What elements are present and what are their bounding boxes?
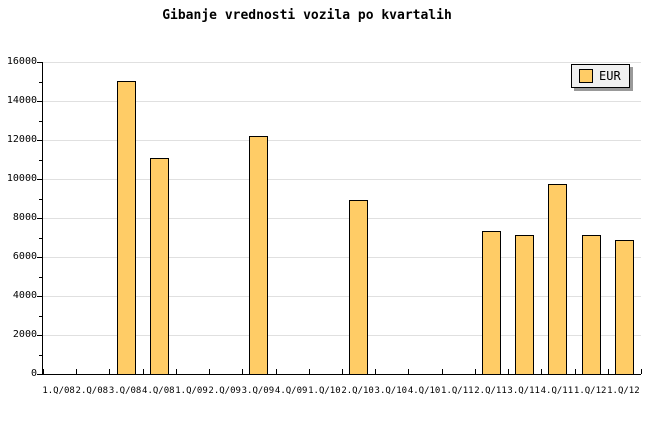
bar-3.Q/11 xyxy=(515,234,535,374)
x-tick-label: 4.Q/10 xyxy=(407,386,441,396)
x-tick-label: 3.Q/11 xyxy=(507,386,540,396)
chart-title: Gibanje vrednosti vozila po kvartalih xyxy=(162,8,452,23)
x-axis-tick xyxy=(408,369,409,374)
gridline xyxy=(43,62,641,63)
y-axis-tick xyxy=(37,335,42,336)
gridline xyxy=(43,296,641,297)
legend-swatch-icon xyxy=(579,69,593,83)
x-tick-label: 2.Q/10 xyxy=(341,386,374,396)
y-axis-minor-tick xyxy=(39,198,42,200)
x-axis-tick xyxy=(109,369,110,374)
x-axis-tick xyxy=(442,369,443,374)
x-axis-tick xyxy=(76,369,77,374)
y-axis-minor-tick xyxy=(39,237,42,239)
gridline xyxy=(43,218,641,219)
x-tick-label: 3.Q/08 xyxy=(108,386,142,396)
plot-area xyxy=(37,62,642,375)
x-axis-tick xyxy=(43,369,44,374)
x-axis-tick xyxy=(541,369,542,374)
x-axis-tick xyxy=(475,369,476,374)
y-axis-minor-tick xyxy=(39,315,42,317)
y-axis-minor-tick xyxy=(39,354,42,356)
legend: EUR xyxy=(571,64,630,88)
x-axis-tick xyxy=(309,369,310,374)
x-axis-tick xyxy=(342,369,343,374)
x-tick-label: 4.Q/09 xyxy=(274,386,308,396)
x-axis-tick xyxy=(209,369,210,374)
x-axis-tick xyxy=(508,369,509,374)
gridline xyxy=(43,140,641,141)
bar-2.Q/11 xyxy=(482,230,501,374)
x-axis-tick xyxy=(276,369,277,374)
y-axis-tick xyxy=(37,62,42,63)
y-tick-label: 6000 xyxy=(12,251,37,262)
x-tick-label: 2.Q/11 xyxy=(474,386,507,396)
bar-3.Q/09 xyxy=(249,136,269,374)
y-axis-tick xyxy=(37,140,42,141)
x-tick-label: 4.Q/11 xyxy=(540,386,574,396)
y-tick-label: 14000 xyxy=(6,95,37,106)
y-axis-tick xyxy=(37,218,42,219)
y-axis-tick xyxy=(37,257,42,258)
y-axis-minor-tick xyxy=(39,120,42,122)
y-tick-label: 0 xyxy=(30,368,37,379)
x-tick-label: 2.Q/08 xyxy=(75,386,109,396)
y-axis-tick xyxy=(37,179,42,180)
x-tick-label: 1.Q/10 xyxy=(308,386,341,396)
x-tick-label: 2.Q/09 xyxy=(208,386,241,396)
x-axis-tick xyxy=(143,369,144,374)
x-tick-label: 3.Q/10 xyxy=(374,386,408,396)
bar-1.Q/12 xyxy=(581,234,601,374)
x-axis-tick xyxy=(375,369,376,374)
y-axis-minor-tick xyxy=(39,159,42,161)
x-axis-tick xyxy=(575,369,576,374)
bar-2.Q/10 xyxy=(349,200,369,374)
x-tick-label: 3.Q/09 xyxy=(241,386,275,396)
x-tick-label: 4.Q/08 xyxy=(142,386,175,396)
y-tick-label: 10000 xyxy=(6,173,37,184)
y-axis-tick xyxy=(37,374,42,375)
y-tick-label: 8000 xyxy=(12,212,37,223)
gridline xyxy=(43,101,641,102)
y-tick-label: 4000 xyxy=(12,290,37,301)
y-axis-tick xyxy=(37,296,42,297)
x-axis-tick xyxy=(641,369,642,374)
y-tick-label: 16000 xyxy=(6,56,37,67)
x-tick-label: 1.Q/08 xyxy=(42,386,75,396)
x-tick-label: 1.Q/09 xyxy=(175,386,208,396)
y-axis-tick xyxy=(37,101,42,102)
bar-3.Q/08 xyxy=(116,80,136,374)
y-axis-minor-tick xyxy=(39,276,42,278)
gridline xyxy=(43,179,641,180)
x-tick-label: 1.Q/12 xyxy=(607,386,640,396)
bar-4.Q/08 xyxy=(149,157,169,374)
bar-4.Q/11 xyxy=(548,183,568,374)
gridline xyxy=(43,335,641,336)
x-tick-label: 1.Q/12 xyxy=(573,386,607,396)
gridline xyxy=(43,257,641,258)
y-axis-minor-tick xyxy=(39,81,42,83)
x-tick-label: 1.Q/11 xyxy=(441,386,474,396)
x-axis-tick xyxy=(608,369,609,374)
y-tick-label: 2000 xyxy=(12,329,37,340)
y-tick-label: 12000 xyxy=(6,134,37,145)
x-axis-tick xyxy=(176,369,177,374)
bar-1.Q/12 xyxy=(614,240,634,374)
legend-label: EUR xyxy=(599,69,621,83)
x-axis-tick xyxy=(242,369,243,374)
